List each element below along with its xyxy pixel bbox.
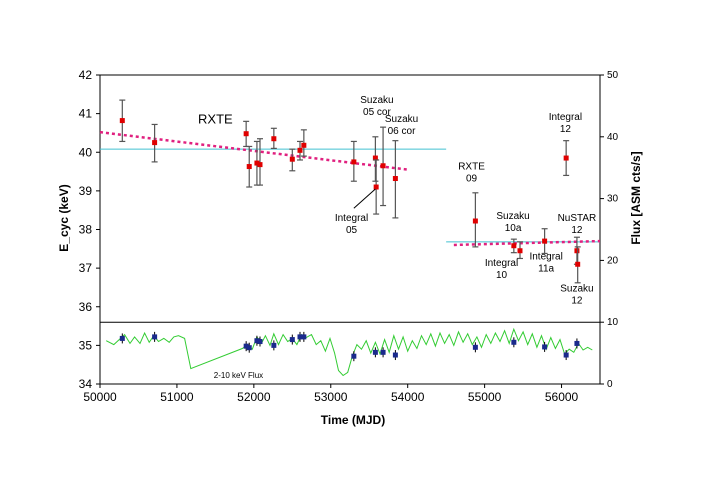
axes: 50000 51000 52000 53000 54000 55000 56000 34 35 3… <box>79 68 619 404</box>
flux-point-6 <box>271 342 277 348</box>
annotation-suzaku10a: Suzaku <box>496 211 529 222</box>
ecyc-point-4 <box>254 160 260 166</box>
flux-point-9 <box>301 334 307 340</box>
ecyc-points <box>119 99 581 284</box>
annotation-nustar12-line1: 12 <box>571 225 583 236</box>
ecyc-point-5 <box>257 162 263 168</box>
annotation-rxte: RXTE <box>198 111 233 126</box>
annotation-integral05: Integral <box>335 213 368 224</box>
flux-curve <box>105 327 593 377</box>
ecyc-point-19 <box>563 155 569 161</box>
y-left-tick-label-35: 35 <box>79 338 93 352</box>
flux-point-10 <box>351 353 357 359</box>
x-tick-label-56000: 56000 <box>545 390 579 404</box>
flux-point-12 <box>380 349 386 355</box>
flux-point-2 <box>243 343 249 349</box>
ecyc-point-10 <box>351 159 357 165</box>
x-axis-title: Time (MJD) <box>321 413 385 427</box>
flux-point-4 <box>254 338 260 344</box>
flux-point-8 <box>297 334 303 340</box>
flux-point-5 <box>257 339 263 345</box>
ecyc-point-15 <box>472 218 478 224</box>
annotation-suzaku12: Suzaku <box>560 283 593 294</box>
flux-point-15 <box>511 339 517 345</box>
flux-point-17 <box>563 352 569 358</box>
y-left-tick-label-34: 34 <box>79 377 93 391</box>
annotation-integral12-line1: 12 <box>560 124 572 135</box>
trend-line-1 <box>453 239 601 247</box>
annotation-integral10: Integral <box>485 258 518 269</box>
x-tick-label-54000: 54000 <box>391 390 425 404</box>
ecyc-point-1 <box>152 140 158 146</box>
annotation-suzaku05: Suzaku <box>360 95 393 106</box>
y-right-tick-label-40: 40 <box>607 132 619 143</box>
y-right-tick-label-0: 0 <box>607 379 613 390</box>
annotation-suzaku06: Suzaku <box>385 114 418 125</box>
y-left-tick-label-42: 42 <box>79 68 93 82</box>
annotation-flux: 2-10 keV Flux <box>214 371 263 380</box>
x-tick-label-51000: 51000 <box>160 390 194 404</box>
annotation-suzaku06-line1: 06 cor <box>388 126 416 137</box>
y-left-tick-label-40: 40 <box>79 145 93 159</box>
ecyc-point-21 <box>575 261 581 267</box>
x-tick-label-52000: 52000 <box>237 390 271 404</box>
y-right-tick-label-20: 20 <box>607 255 619 266</box>
ecyc-point-8 <box>297 147 303 153</box>
x-tick-label-50000: 50000 <box>83 390 117 404</box>
ecyc-point-13 <box>380 163 386 169</box>
ecyc-point-18 <box>542 238 548 244</box>
annotation-rxte09: RXTE <box>458 162 485 173</box>
y-left-tick-label-41: 41 <box>79 107 93 121</box>
y-right-tick-label-50: 50 <box>607 70 619 81</box>
annotation-suzaku05-line1: 05 cor <box>363 107 391 118</box>
y-axis-left-title: E_cyc (keV) <box>57 184 71 251</box>
y-left-tick-label-37: 37 <box>79 261 93 275</box>
flux-point-13 <box>392 352 398 358</box>
ecyc-point-12 <box>373 184 379 190</box>
ecyc-point-7 <box>289 156 295 162</box>
annotation-integral12: Integral <box>549 112 582 123</box>
x-tick-label-55000: 55000 <box>468 390 502 404</box>
annotation-suzaku10a-line1: 10a <box>505 223 522 234</box>
flux-point-3 <box>246 345 252 351</box>
flux-point-1 <box>152 334 158 340</box>
y-left-tick-label-38: 38 <box>79 223 93 237</box>
annotation-suzaku12-line1: 12 <box>571 295 583 306</box>
annotation-nustar12: NuSTAR <box>558 213 597 224</box>
annotation-integral10-line1: 10 <box>496 270 508 281</box>
ecyc-point-14 <box>392 176 398 182</box>
flux-point-16 <box>542 344 548 350</box>
ecyc-point-9 <box>301 142 307 148</box>
flux-point-0 <box>119 335 125 341</box>
y-right-tick-label-10: 10 <box>607 317 619 328</box>
y-left-tick-label-39: 39 <box>79 184 93 198</box>
trend-line-0 <box>99 130 408 171</box>
reference-lines <box>99 130 601 247</box>
flux-point-14 <box>472 344 478 350</box>
flux-point-7 <box>289 337 295 343</box>
y-right-tick-label-30: 30 <box>607 194 619 205</box>
ecyc-point-11 <box>372 155 378 161</box>
annotation-rxte09-line1: 09 <box>466 174 478 185</box>
integral05-pointer <box>353 188 376 209</box>
ecyc-point-3 <box>246 164 252 170</box>
ecyc-point-20 <box>574 248 580 254</box>
ecyc-point-0 <box>119 118 125 124</box>
ecyc-point-6 <box>271 136 277 142</box>
flux-layer <box>105 327 593 377</box>
ecyc-point-17 <box>517 248 523 254</box>
y-axis-right-title: Flux [ASM cts/s] <box>629 151 643 244</box>
ecyc-point-16 <box>511 243 517 249</box>
flux-point-18 <box>574 340 580 346</box>
y-left-tick-label-36: 36 <box>79 300 93 314</box>
x-tick-label-53000: 53000 <box>314 390 348 404</box>
ecyc-point-2 <box>243 131 249 137</box>
annotation-integral11a-line1: 11a <box>538 264 554 275</box>
annotation-integral11a: Integral <box>529 252 562 263</box>
annotation-integral05-line1: 05 <box>346 225 358 236</box>
flux-point-11 <box>372 349 378 355</box>
